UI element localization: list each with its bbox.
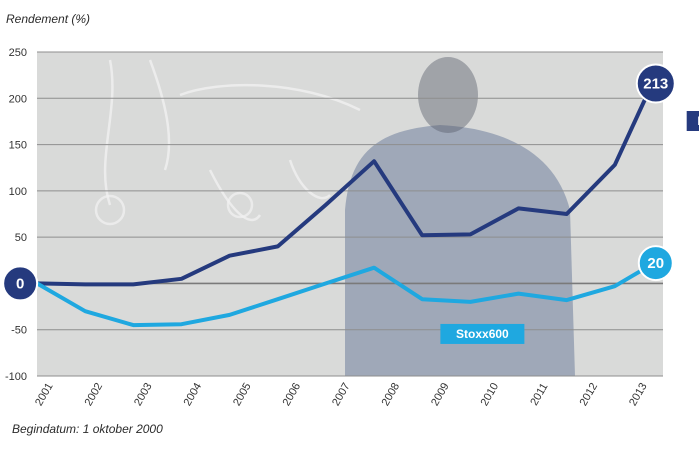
y-tick-label: -100 bbox=[5, 371, 27, 383]
legend-box-lakonishok bbox=[686, 111, 699, 131]
x-tick-label: 2010 bbox=[479, 381, 502, 408]
grid-lines bbox=[37, 51, 663, 377]
value-label-lakonishok: 213 bbox=[643, 75, 668, 92]
value-marker-lakonishok bbox=[635, 63, 676, 104]
x-tick-label: 2009 bbox=[429, 381, 452, 408]
y-tick-label: -50 bbox=[11, 325, 27, 337]
series-line-stoxx600 bbox=[35, 262, 653, 328]
y-tick-label: 100 bbox=[9, 186, 27, 198]
value-marker-stoxx600 bbox=[637, 245, 674, 282]
background-illustration bbox=[94, 57, 575, 376]
x-tick-label: 2012 bbox=[578, 381, 601, 408]
x-tick-label: 2008 bbox=[380, 381, 403, 408]
x-tick-label: 2003 bbox=[132, 381, 155, 408]
legend-label-stoxx600: Stoxx600 bbox=[456, 327, 509, 341]
x-tick-label: 2013 bbox=[627, 381, 650, 408]
y-axis-label: Rendement (%) bbox=[6, 12, 90, 26]
value-marker-lakonishok bbox=[2, 265, 39, 302]
start-date-note: Begindatum: 1 oktober 2000 bbox=[12, 422, 163, 436]
x-tick-label: 2005 bbox=[231, 381, 254, 408]
x-axis-ticks: 2001 2002 2003 2004 2005 2006 2007 2008 2009 2010… bbox=[33, 381, 650, 408]
x-tick-label: 2011 bbox=[528, 381, 550, 407]
series-labels: Lakonishok Stoxx600 20 213 0 bbox=[2, 63, 699, 344]
value-label-stoxx600: 20 bbox=[647, 255, 664, 272]
y-axis-ticks: 250 200 150 100 50 0 -50 -100 bbox=[5, 47, 27, 383]
value-label-lakonishok: 0 bbox=[16, 275, 24, 292]
y-tick-label: 150 bbox=[9, 140, 27, 152]
x-tick-label: 2004 bbox=[182, 381, 205, 408]
y-tick-label: 50 bbox=[15, 232, 27, 244]
series-line-lakonishok bbox=[35, 84, 653, 287]
x-tick-label: 2001 bbox=[33, 381, 56, 408]
x-tick-label: 2006 bbox=[281, 381, 304, 408]
y-tick-label: 250 bbox=[9, 47, 27, 59]
legend-label-lakonishok: Lakonishok bbox=[697, 114, 699, 128]
x-tick-label: 2007 bbox=[330, 381, 353, 408]
series-lines bbox=[35, 84, 653, 328]
legend-box-stoxx600 bbox=[440, 323, 525, 344]
x-tick-label: 2002 bbox=[83, 381, 106, 408]
y-tick-label: 200 bbox=[9, 93, 27, 105]
